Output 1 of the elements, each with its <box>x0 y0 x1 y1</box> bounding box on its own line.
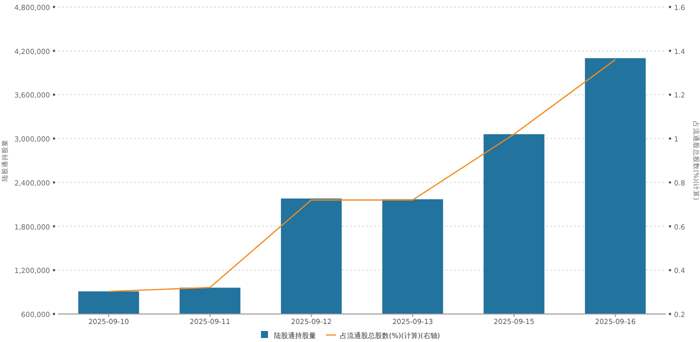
line-series <box>108 59 616 292</box>
